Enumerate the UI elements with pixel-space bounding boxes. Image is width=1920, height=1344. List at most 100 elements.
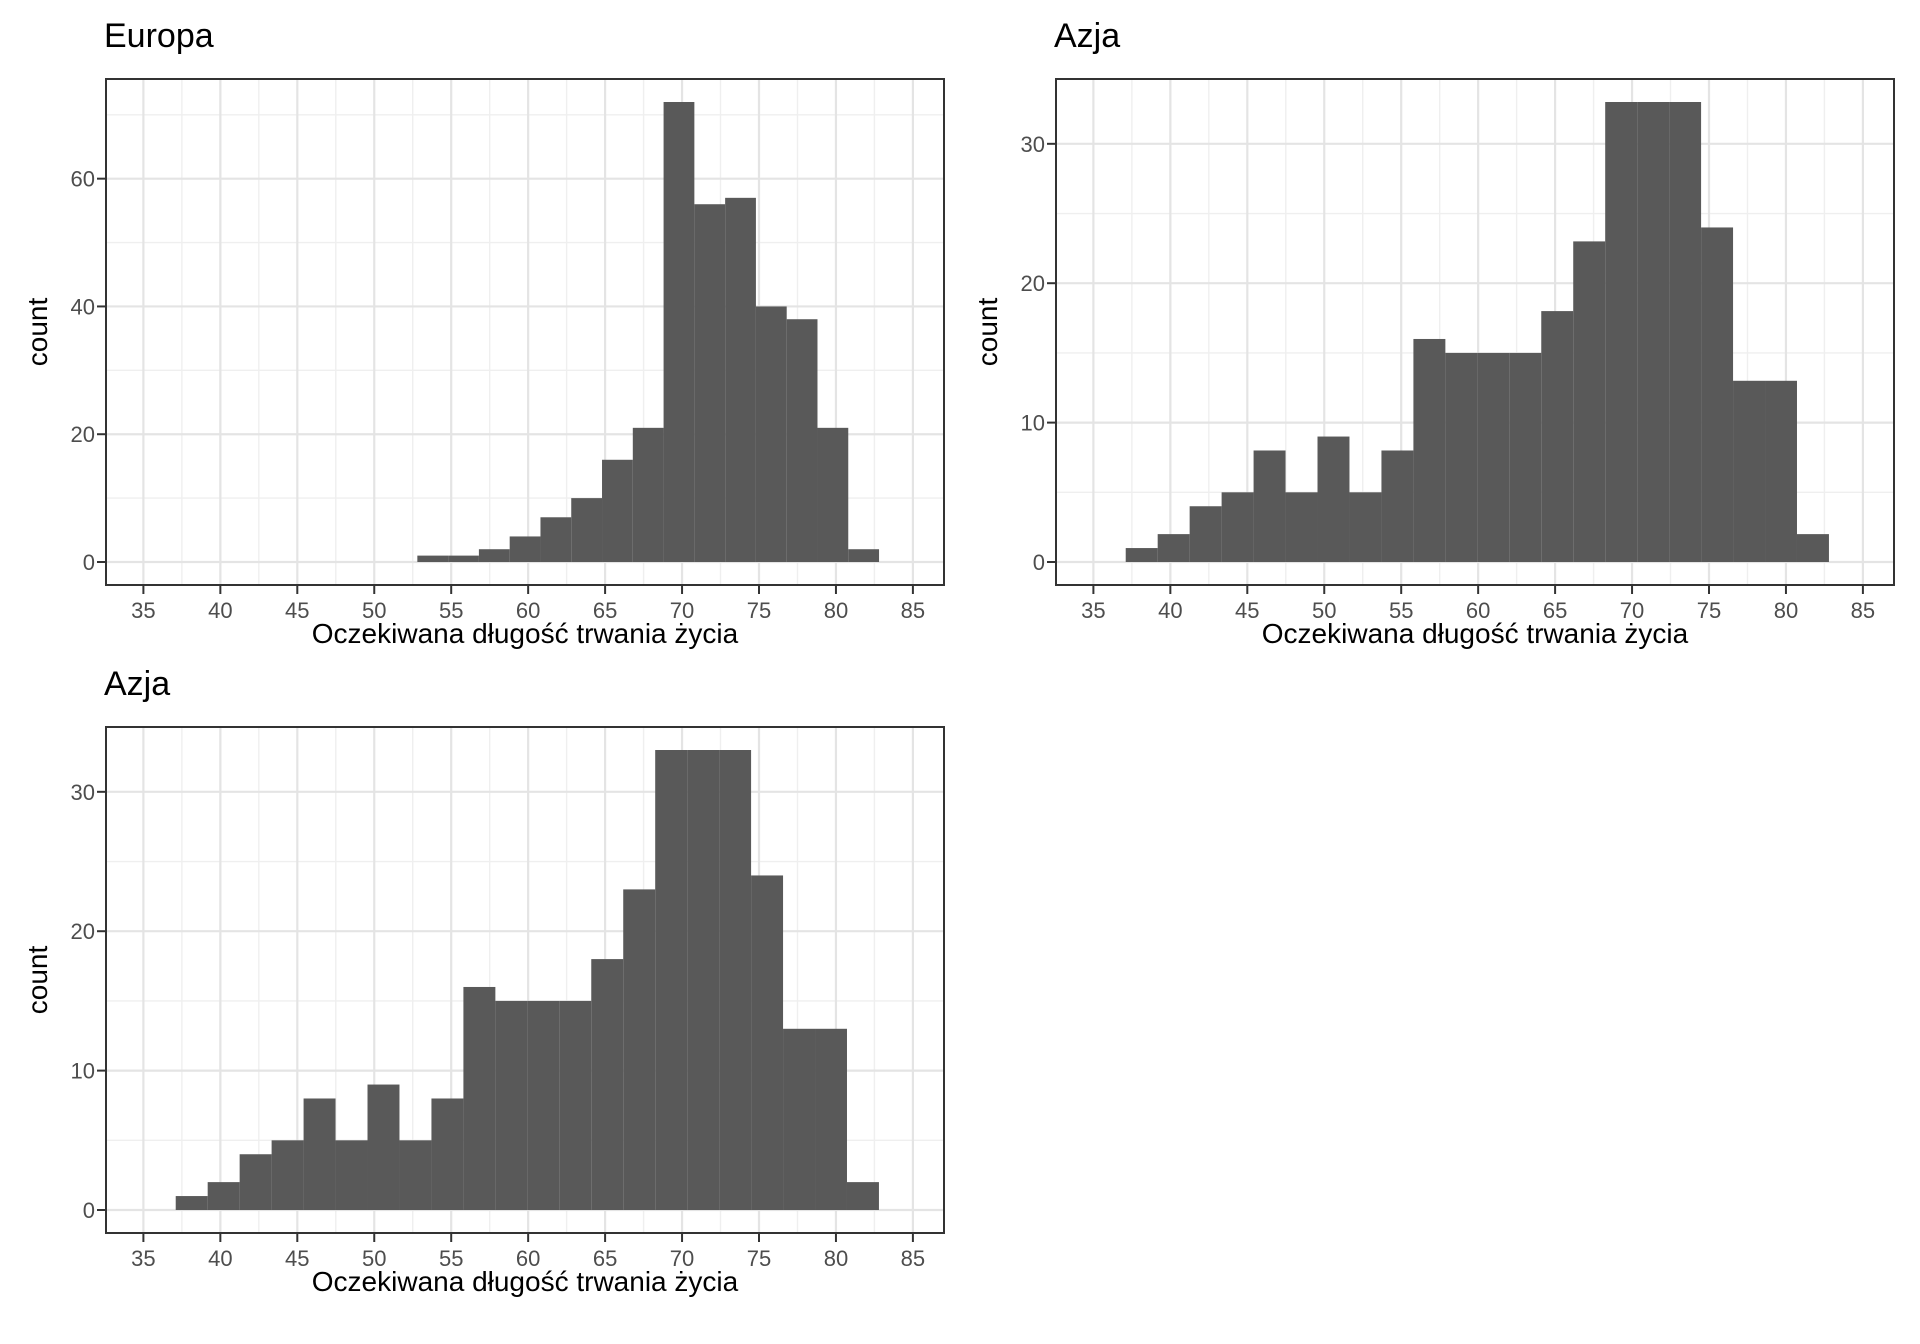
histogram-bars: [175, 750, 879, 1210]
y-tick-label: 10: [1021, 411, 1045, 436]
histogram-bar: [694, 204, 726, 562]
x-tick-label: 65: [593, 1246, 617, 1271]
x-tick-labels: 35 40 45 50 55 60 65 70 75 80 85: [131, 1246, 925, 1271]
chart-europa: Europa count Oczekiwana długość trwania …: [0, 0, 960, 649]
x-tick-label: 60: [516, 598, 540, 623]
x-tick-label: 85: [901, 1246, 925, 1271]
x-tick-label: 55: [439, 1246, 463, 1271]
x-tick-label: 60: [1466, 598, 1490, 623]
histogram-bar: [399, 1140, 432, 1210]
histogram-bar: [1701, 227, 1734, 563]
histogram-bar: [271, 1140, 304, 1210]
histogram-svg: 35 40 45 50 55 60 65 70 75 80 85 0 10 20 30: [71, 726, 945, 1271]
histogram-bar: [540, 517, 572, 562]
histogram-bar: [367, 1084, 400, 1210]
histogram-bar: [1413, 338, 1446, 562]
y-tick-label: 0: [83, 550, 95, 575]
histogram-bar: [303, 1098, 336, 1210]
histogram-bar: [175, 1196, 208, 1210]
axis-tick-marks: [97, 177, 914, 594]
x-tick-label: 45: [285, 598, 309, 623]
x-tick-label: 50: [1312, 598, 1336, 623]
x-tick-label: 80: [1774, 598, 1798, 623]
histogram-bar: [448, 555, 479, 562]
histogram-bar: [751, 875, 784, 1210]
x-tick-label: 55: [439, 598, 463, 623]
histogram-bar: [1669, 102, 1702, 562]
y-tick-labels: 0 10 20 30: [1021, 132, 1045, 575]
histogram-bars: [417, 102, 880, 563]
x-axis-title-europa: Oczekiwana długość trwania życia: [311, 618, 739, 649]
histogram-bar: [1349, 492, 1382, 562]
histogram-bar: [846, 1182, 879, 1210]
histogram-bar: [509, 536, 541, 562]
histogram-bar: [1157, 534, 1190, 562]
y-tick-label: 20: [71, 919, 95, 944]
plot-title-azja-bottom: Azja: [104, 665, 171, 703]
histogram-bar: [1189, 506, 1222, 562]
x-axis-title-azja-top: Oczekiwana długość trwania życia: [1261, 618, 1689, 649]
y-tick-labels: 0 10 20 30: [71, 780, 95, 1223]
histogram-bar: [663, 102, 695, 562]
histogram-bar: [1605, 102, 1638, 562]
histogram-bar: [1509, 352, 1542, 562]
panel-border: [105, 78, 945, 586]
x-tick-label: 85: [1851, 598, 1875, 623]
x-tick-label: 50: [362, 1246, 386, 1271]
y-tick-label: 20: [71, 422, 95, 447]
y-tick-label: 0: [1033, 550, 1045, 575]
x-tick-label: 75: [1697, 598, 1721, 623]
histogram-bar: [207, 1182, 240, 1210]
y-tick-label: 10: [71, 1059, 95, 1084]
x-tick-label: 35: [131, 598, 155, 623]
plot-title-europa: Europa: [104, 17, 214, 55]
histogram-bar: [602, 459, 633, 562]
x-tick-label: 50: [362, 598, 386, 623]
panel-border: [105, 726, 945, 1234]
histogram-bar: [1733, 380, 1766, 562]
x-tick-label: 40: [208, 1246, 232, 1271]
histogram-bar: [1317, 436, 1350, 562]
histogram-bar: [623, 889, 656, 1210]
histogram-bar: [591, 959, 624, 1210]
histogram-bar: [417, 555, 449, 562]
x-axis-title-azja-bottom: Oczekiwana długość trwania życia: [311, 1266, 739, 1297]
panel-border: [1055, 78, 1895, 586]
x-tick-label: 80: [824, 598, 848, 623]
x-tick-label: 60: [516, 1246, 540, 1271]
plot-title-azja-top: Azja: [1054, 17, 1121, 55]
y-tick-label: 0: [83, 1198, 95, 1223]
x-tick-label: 35: [1081, 598, 1105, 623]
x-tick-labels: 35 40 45 50 55 60 65 70 75 80 85: [1081, 598, 1875, 623]
x-tick-label: 65: [593, 598, 617, 623]
histogram-svg: 35 40 45 50 55 60 65 70 75 80 85 0 20 40 60: [71, 78, 945, 623]
histogram-bars: [1125, 102, 1829, 563]
histogram-bar: [1125, 548, 1158, 562]
histogram-bar: [1253, 450, 1286, 562]
x-tick-label: 70: [670, 1246, 694, 1271]
y-tick-label: 20: [1021, 271, 1045, 296]
chart-azja-bottom: Azja count Oczekiwana długość trwania ży…: [0, 648, 960, 1344]
y-tick-label: 40: [71, 294, 95, 319]
y-tick-labels: 0 20 40 60: [71, 167, 95, 575]
histogram-bar: [1477, 352, 1510, 562]
histogram-bar: [1637, 102, 1670, 562]
x-tick-label: 85: [901, 598, 925, 623]
histogram-bar: [1541, 311, 1574, 562]
histogram-bar: [815, 1028, 847, 1210]
x-tick-label: 45: [285, 1246, 309, 1271]
histogram-bar: [1381, 450, 1414, 562]
x-tick-label: 75: [747, 1246, 771, 1271]
histogram-bar: [1796, 534, 1829, 562]
histogram-bar: [478, 549, 510, 562]
x-tick-label: 80: [824, 1246, 848, 1271]
x-tick-label: 35: [131, 1246, 155, 1271]
histogram-bar: [848, 549, 880, 562]
x-tick-label: 65: [1543, 598, 1567, 623]
x-tick-label: 55: [1389, 598, 1413, 623]
y-tick-label: 60: [71, 167, 95, 192]
x-tick-label: 75: [747, 598, 771, 623]
histogram-bar: [571, 498, 603, 562]
histogram-svg: 35 40 45 50 55 60 65 70 75 80 85 0 10 20 30: [1021, 78, 1895, 623]
